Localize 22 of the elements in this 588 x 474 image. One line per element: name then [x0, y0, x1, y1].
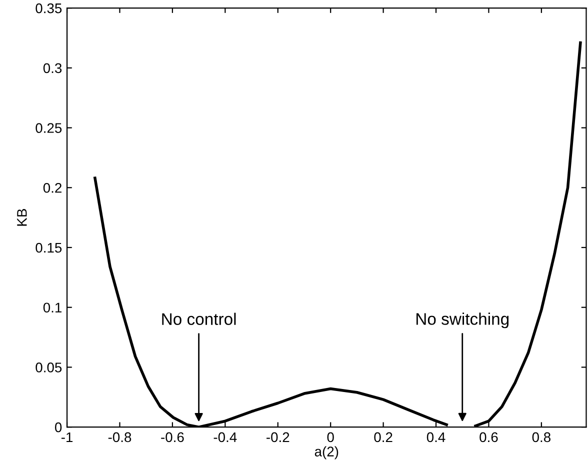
y-tick-label: 0.35 — [36, 3, 62, 14]
y-tick-label: 0.05 — [36, 362, 62, 372]
x-tick-label: 0.4 — [426, 432, 446, 442]
y-axis-title: KB — [17, 209, 27, 226]
x-tick-label: -0.8 — [108, 432, 132, 442]
y-tick-label: 0.1 — [43, 302, 62, 313]
x-tick-label: -1 — [61, 432, 73, 442]
y-tick-label: 0 — [54, 422, 62, 432]
x-tick-label: -0.6 — [161, 432, 184, 442]
x-tick-label: 0.2 — [374, 432, 392, 442]
x-tick-label: 0.8 — [532, 432, 550, 442]
x-tick-label: -0.2 — [266, 432, 290, 442]
y-tick-label: 0.25 — [36, 123, 62, 133]
y-tick-label: 0.3 — [43, 63, 62, 74]
x-tick-label: -0.4 — [214, 432, 237, 442]
y-tick-label: 0.15 — [36, 242, 62, 253]
annotation: No control — [162, 312, 236, 326]
x-tick-label: 0 — [327, 432, 334, 442]
y-tick-label: 0.2 — [43, 182, 62, 193]
annotation: No switching — [416, 312, 509, 328]
x-tick-label: 0.6 — [480, 432, 498, 442]
x-axis-title: a(2) — [314, 446, 338, 460]
